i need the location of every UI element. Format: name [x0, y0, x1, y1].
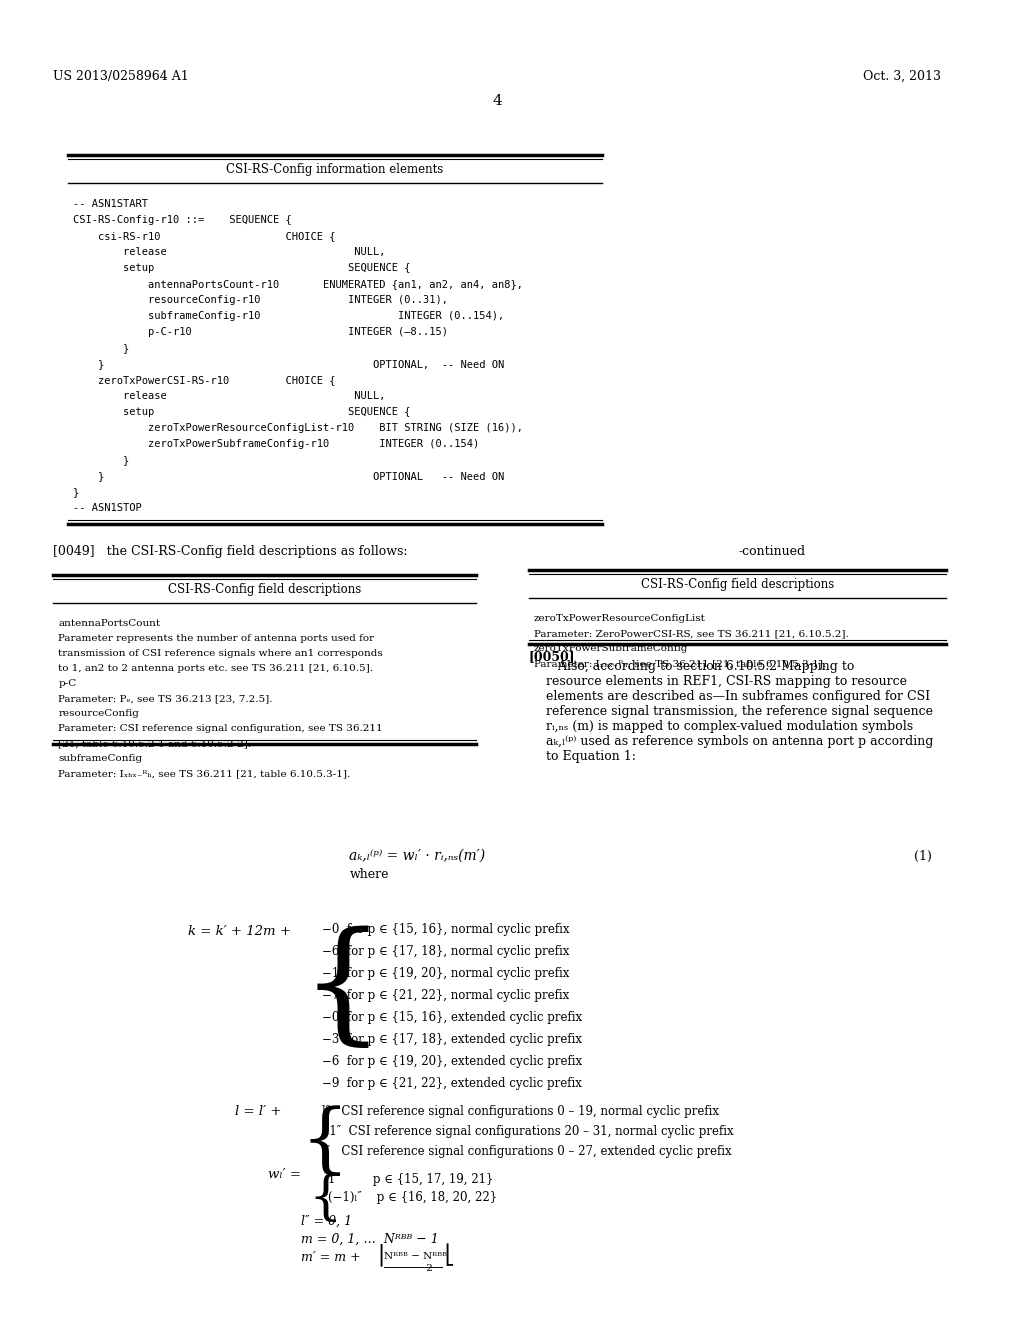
Text: }: }	[73, 487, 79, 498]
Text: zeroTxPowerCSI-RS-r10         CHOICE {: zeroTxPowerCSI-RS-r10 CHOICE {	[73, 375, 335, 385]
Text: subframeConfig: subframeConfig	[58, 754, 142, 763]
Text: l″ = 0, 1: l″ = 0, 1	[301, 1214, 352, 1228]
Text: Parameter: Pₑ, see TS 36.213 [23, 7.2.5].: Parameter: Pₑ, see TS 36.213 [23, 7.2.5]…	[58, 694, 272, 704]
Text: [21, table 6.10.5.2-1 and 6.10.5.2-2].: [21, table 6.10.5.2-1 and 6.10.5.2-2].	[58, 739, 251, 748]
Text: l″   CSI reference signal configurations 0 – 27, extended cyclic prefix: l″ CSI reference signal configurations 0…	[323, 1146, 732, 1159]
Text: k = k′ + 12m +: k = k′ + 12m +	[188, 925, 291, 939]
Text: where: where	[349, 869, 389, 880]
Text: CSI-RS-Config information elements: CSI-RS-Config information elements	[226, 162, 443, 176]
Text: zeroTxPowerSubframeConfig: zeroTxPowerSubframeConfig	[534, 644, 688, 653]
Text: }: }	[73, 455, 129, 465]
Text: {: {	[308, 1173, 342, 1224]
Text: 21″  CSI reference signal configurations 20 – 31, normal cyclic prefix: 21″ CSI reference signal configurations …	[323, 1126, 734, 1138]
Text: Parameter represents the number of antenna ports used for: Parameter represents the number of anten…	[58, 634, 375, 643]
Text: }                                           OPTIONAL,  -- Need ON: } OPTIONAL, -- Need ON	[73, 359, 504, 370]
Text: Parameter: Iₓₕₓ₋ᴿₕ, see TS 36.211 [21, table 6.10.5.3-1].: Parameter: Iₓₕₓ₋ᴿₕ, see TS 36.211 [21, t…	[58, 770, 350, 777]
Text: 2: 2	[384, 1265, 433, 1272]
Text: Parameter: ZeroPowerCSI-RS, see TS 36.211 [21, 6.10.5.2].: Parameter: ZeroPowerCSI-RS, see TS 36.21…	[534, 630, 849, 638]
Text: Also, according to section 6.10.5.2 Mapping to
resource elements in REF1, CSI-RS: Also, according to section 6.10.5.2 Mapp…	[547, 660, 934, 763]
Text: wₗ′ =: wₗ′ =	[268, 1168, 301, 1181]
Text: -- ASN1STOP: -- ASN1STOP	[73, 503, 141, 513]
Text: Nᴿᴮᴮ − Nᴿᴮᴮ: Nᴿᴮᴮ − Nᴿᴮᴮ	[384, 1251, 447, 1261]
Text: p-C: p-C	[58, 678, 77, 688]
Text: release                              NULL,: release NULL,	[73, 247, 385, 257]
Text: csi-RS-r10                    CHOICE {: csi-RS-r10 CHOICE {	[73, 231, 335, 242]
Text: -continued: -continued	[738, 545, 805, 558]
Text: m = 0, 1, …  Nᴿᴮᴮ − 1: m = 0, 1, … Nᴿᴮᴮ − 1	[301, 1233, 438, 1246]
Text: setup                               SEQUENCE {: setup SEQUENCE {	[73, 263, 411, 273]
Text: CSI-RS-Config-r10 ::=    SEQUENCE {: CSI-RS-Config-r10 ::= SEQUENCE {	[73, 215, 292, 224]
Text: l = l′ +: l = l′ +	[234, 1105, 282, 1118]
Text: Parameter: Iₓₕₓ₋ᴿₕ, see TS 36.211 [21, table 6.10.5.3-1].: Parameter: Iₓₕₓ₋ᴿₕ, see TS 36.211 [21, t…	[534, 659, 826, 668]
Text: zeroTxPowerResourceConfigList-r10    BIT STRING (SIZE (16)),: zeroTxPowerResourceConfigList-r10 BIT ST…	[73, 422, 523, 433]
Text: resourceConfig: resourceConfig	[58, 709, 139, 718]
Text: −7  for p ∈ {21, 22}, normal cyclic prefix: −7 for p ∈ {21, 22}, normal cyclic prefi…	[323, 990, 569, 1002]
Text: Oct. 3, 2013: Oct. 3, 2013	[862, 70, 940, 83]
Text: zeroTxPowerSubframeConfig-r10        INTEGER (0..154): zeroTxPowerSubframeConfig-r10 INTEGER (0…	[73, 440, 479, 449]
Text: antennaPortsCount: antennaPortsCount	[58, 619, 161, 628]
Text: {: {	[301, 925, 385, 1053]
Text: −3  for p ∈ {17, 18}, extended cyclic prefix: −3 for p ∈ {17, 18}, extended cyclic pre…	[323, 1034, 583, 1047]
Text: to 1, an2 to 2 antenna ports etc. see TS 36.211 [21, 6.10.5].: to 1, an2 to 2 antenna ports etc. see TS…	[58, 664, 373, 673]
Text: }: }	[73, 343, 129, 352]
Text: setup                               SEQUENCE {: setup SEQUENCE {	[73, 407, 411, 417]
Text: ⎢: ⎢	[379, 1243, 388, 1266]
Text: Parameter: CSI reference signal configuration, see TS 36.211: Parameter: CSI reference signal configur…	[58, 723, 383, 733]
Text: [0050]: [0050]	[529, 649, 575, 663]
Text: m′ = m +: m′ = m +	[301, 1251, 360, 1265]
Text: ⎣: ⎣	[444, 1243, 455, 1266]
Text: 4: 4	[493, 94, 502, 108]
Text: −0  for p ∈ {15, 16}, normal cyclic prefix: −0 for p ∈ {15, 16}, normal cyclic prefi…	[323, 924, 569, 936]
Text: [0049]   the CSI-RS-Config field descriptions as follows:: [0049] the CSI-RS-Config field descripti…	[53, 545, 408, 558]
Text: −6  for p ∈ {17, 18}, normal cyclic prefix: −6 for p ∈ {17, 18}, normal cyclic prefi…	[323, 945, 569, 958]
Text: −9  for p ∈ {21, 22}, extended cyclic prefix: −9 for p ∈ {21, 22}, extended cyclic pre…	[323, 1077, 582, 1090]
Text: US 2013/0258964 A1: US 2013/0258964 A1	[53, 70, 189, 83]
Text: release                              NULL,: release NULL,	[73, 391, 385, 401]
Text: -- ASN1START: -- ASN1START	[73, 199, 147, 209]
Text: CSI-RS-Config field descriptions: CSI-RS-Config field descriptions	[641, 578, 835, 591]
Text: {: {	[301, 1105, 349, 1179]
Text: −6  for p ∈ {19, 20}, extended cyclic prefix: −6 for p ∈ {19, 20}, extended cyclic pre…	[323, 1056, 583, 1068]
Text: −1  for p ∈ {19, 20}, normal cyclic prefix: −1 for p ∈ {19, 20}, normal cyclic prefi…	[323, 968, 569, 981]
Text: p-C-r10                         INTEGER (–8..15): p-C-r10 INTEGER (–8..15)	[73, 327, 447, 337]
Text: antennaPortsCount-r10       ENUMERATED {an1, an2, an4, an8},: antennaPortsCount-r10 ENUMERATED {an1, a…	[73, 279, 523, 289]
Text: transmission of CSI reference signals where an1 corresponds: transmission of CSI reference signals wh…	[58, 649, 383, 657]
Text: resourceConfig-r10              INTEGER (0..31),: resourceConfig-r10 INTEGER (0..31),	[73, 294, 447, 305]
Text: zeroTxPowerResourceConfigList: zeroTxPowerResourceConfigList	[534, 614, 706, 623]
Text: subframeConfig-r10                      INTEGER (0..154),: subframeConfig-r10 INTEGER (0..154),	[73, 312, 504, 321]
Text: l″   CSI reference signal configurations 0 – 19, normal cyclic prefix: l″ CSI reference signal configurations 0…	[323, 1106, 719, 1118]
Text: CSI-RS-Config field descriptions: CSI-RS-Config field descriptions	[168, 583, 361, 597]
Text: (−1)ₗ″    p ∈ {16, 18, 20, 22}: (−1)ₗ″ p ∈ {16, 18, 20, 22}	[328, 1192, 498, 1204]
Text: 1          p ∈ {15, 17, 19, 21}: 1 p ∈ {15, 17, 19, 21}	[328, 1173, 494, 1187]
Text: }                                           OPTIONAL   -- Need ON: } OPTIONAL -- Need ON	[73, 471, 504, 480]
Text: aₖ,ₗ⁽ᵖ⁾ = wₗ′ · rᵢ,ₙₛ(m′): aₖ,ₗ⁽ᵖ⁾ = wₗ′ · rᵢ,ₙₛ(m′)	[349, 849, 485, 863]
Text: −0  for p ∈ {15, 16}, extended cyclic prefix: −0 for p ∈ {15, 16}, extended cyclic pre…	[323, 1011, 583, 1024]
Text: (1): (1)	[913, 850, 932, 863]
